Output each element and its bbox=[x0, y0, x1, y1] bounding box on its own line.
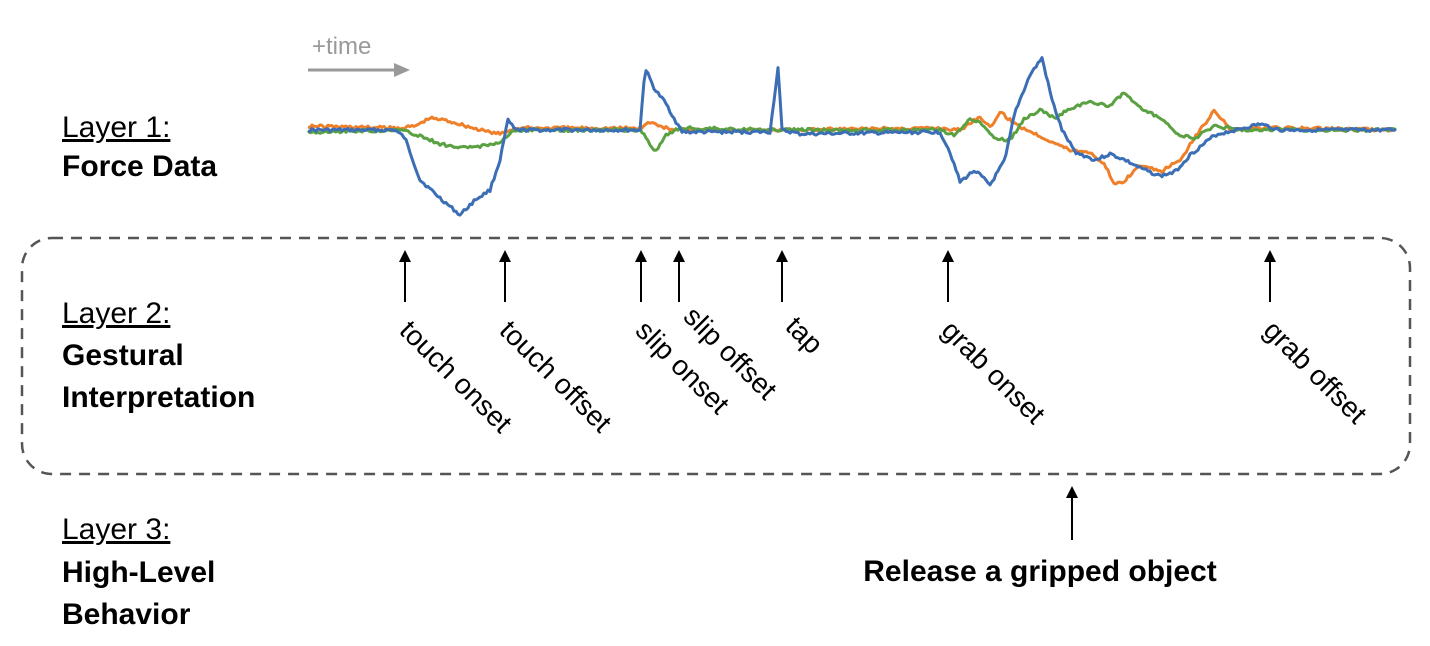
gesture-label-tap: tap bbox=[780, 310, 829, 359]
time-label: +time bbox=[312, 33, 371, 60]
layer-1-name-line-1: Force Data bbox=[62, 150, 217, 183]
layer-1-title: Layer 1: bbox=[62, 111, 170, 144]
gesture-layer-box bbox=[20, 236, 1412, 476]
gesture-labels: touch onset touch offset slip onset slip… bbox=[394, 300, 1373, 438]
layer-2-title: Layer 2: bbox=[62, 297, 170, 330]
force-trace-orange bbox=[307, 108, 1397, 186]
force-trace-green bbox=[306, 91, 1397, 152]
layer-1-label: Layer 1: Force Data bbox=[62, 111, 217, 183]
gesture-label-grab-offset: grab offset bbox=[1258, 314, 1373, 429]
force-trace-blue bbox=[307, 56, 1397, 217]
layer-3-name-line-2: Behavior bbox=[62, 598, 191, 631]
gesture-label-grab-onset: grab onset bbox=[936, 314, 1052, 430]
layer-3-name-line-1: High-Level bbox=[62, 556, 215, 589]
force-traces bbox=[306, 56, 1397, 217]
time-indicator: +time bbox=[308, 33, 410, 77]
behavior-label: Release a gripped object bbox=[863, 555, 1216, 588]
layer-3-label: Layer 3: High-Level Behavior bbox=[62, 513, 215, 631]
layer-3-title: Layer 3: bbox=[62, 513, 170, 546]
gesture-arrows bbox=[399, 250, 1276, 302]
layer-2-label: Layer 2: Gestural Interpretation bbox=[62, 297, 255, 414]
layer-2-name-line-2: Interpretation bbox=[62, 381, 255, 414]
layer-2-name-line-1: Gestural bbox=[62, 339, 184, 372]
behavior-group: Release a gripped object bbox=[863, 486, 1217, 588]
